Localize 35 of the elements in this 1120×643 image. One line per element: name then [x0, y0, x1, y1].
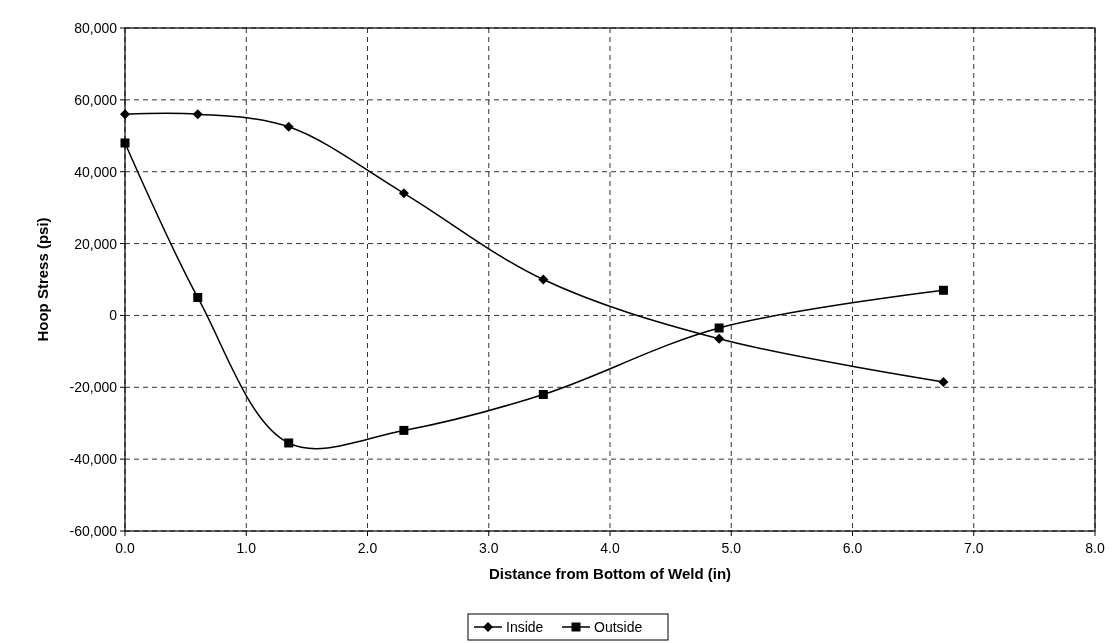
point — [120, 109, 130, 120]
point — [399, 425, 409, 435]
y-axis-title: Hoop Stress (psi) — [34, 217, 51, 342]
y-tick-label: -60,000 — [69, 523, 118, 539]
x-tick-label: 6.0 — [842, 540, 863, 556]
y-tick-label: 0 — [109, 307, 118, 324]
point — [283, 121, 294, 132]
x-tick-label: 8.0 — [1085, 540, 1105, 556]
y-tick-label: -20,000 — [69, 379, 118, 396]
legend-label: Outside — [594, 619, 643, 635]
point — [538, 389, 548, 399]
point — [192, 109, 203, 120]
x-tick-label: 1.0 — [236, 540, 257, 556]
x-tick-label: 3.0 — [479, 540, 499, 556]
point — [938, 376, 949, 387]
point — [120, 138, 130, 148]
y-tick-label: 20,000 — [74, 235, 118, 252]
point — [538, 274, 549, 285]
x-tick-label: 7.0 — [964, 540, 984, 556]
point — [714, 333, 725, 344]
x-tick-label: 4.0 — [600, 540, 620, 556]
x-tick-label: 2.0 — [357, 540, 378, 556]
y-tick-label: 60,000 — [74, 91, 118, 108]
point — [284, 438, 294, 448]
x-axis-title: Distance from Bottom of Weld (in) — [488, 565, 732, 582]
x-tick-label: 0.0 — [115, 540, 135, 556]
point — [938, 285, 948, 295]
legend-label: Inside — [506, 619, 544, 635]
y-tick-label: 40,000 — [74, 163, 118, 180]
point — [398, 188, 409, 199]
point — [193, 292, 203, 302]
point — [714, 323, 724, 333]
y-tick-label: -40,000 — [69, 451, 118, 468]
y-tick-label: 80,000 — [74, 20, 118, 36]
x-tick-label: 5.0 — [721, 540, 742, 556]
